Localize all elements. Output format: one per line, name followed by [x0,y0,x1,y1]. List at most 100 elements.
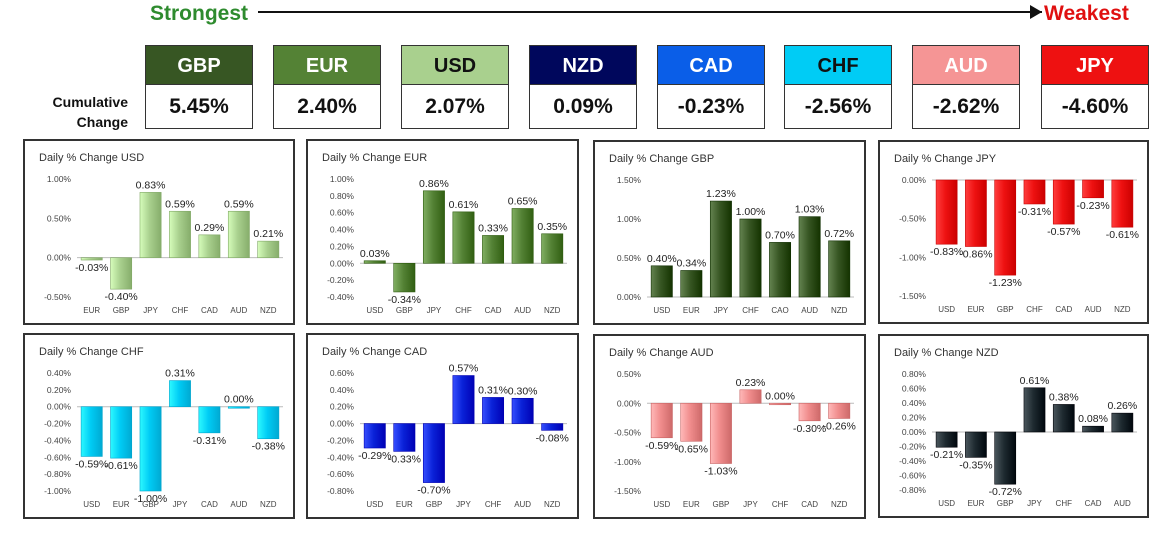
data-label: 1.23% [706,188,736,200]
bar-usd [80,406,103,457]
y-tick-label: 0.00% [330,258,355,268]
x-tick-label: CAD [201,500,218,509]
currency-code: EUR [273,45,381,85]
data-label: 0.57% [449,363,479,375]
chart-title: Daily % Change CAD [322,346,427,358]
x-tick-label: AUD [514,500,531,509]
data-label: -0.70% [417,485,450,497]
bar-eur [680,402,703,442]
x-tick-label: USD [366,306,383,315]
data-label: -0.26% [823,420,856,432]
bar-gbp [709,402,732,464]
x-tick-label: CHF [172,306,189,315]
y-tick-label: 0.20% [330,402,355,412]
currency-code: GBP [145,45,253,85]
chart-title: Daily % Change GBP [609,153,714,165]
y-tick-label: 0.00% [47,402,72,412]
data-label: -0.65% [675,443,708,455]
y-tick-label: -0.20% [327,275,354,285]
y-tick-label: -0.80% [327,486,354,496]
y-tick-label: -0.60% [899,471,926,481]
y-tick-label: 0.00% [902,427,927,437]
bar-nzd [541,423,564,431]
data-label: -0.86% [959,249,992,261]
bar-eur [965,179,987,247]
x-tick-label: USD [653,306,670,315]
bar-eur [110,406,133,459]
y-tick-label: -1.00% [899,252,926,262]
x-tick-label: CAO [771,306,788,315]
data-label: -0.59% [75,458,108,470]
data-label: -0.21% [930,449,963,461]
x-tick-label: JPY [427,306,442,315]
y-tick-label: 0.20% [902,413,927,423]
chart-panel-usd: Daily % Change USD 1.00% 0.50% 0.00% -0.50% -… [23,139,295,325]
x-tick-label: JPY [456,500,471,509]
data-label: 0.61% [449,199,479,211]
bar-aud [511,208,534,264]
bar-cad [1082,425,1104,433]
x-tick-label: NZD [1114,305,1131,314]
x-tick-label: CHF [455,306,472,315]
y-tick-label: -1.00% [44,486,71,496]
x-tick-label: JPY [1027,499,1042,508]
y-tick-label: 0.80% [330,191,355,201]
chart-panel-jpy: Daily % Change JPY 0.00% -0.50% -1.00% -1.50… [878,140,1149,324]
currency-column-aud: AUD -2.62% [912,45,1020,129]
cumulative-change-value: -2.62% [912,85,1020,129]
data-label: -0.61% [1106,229,1139,241]
x-tick-label: EUR [683,306,700,315]
data-label: -0.59% [645,440,678,452]
cumulative-change-value: -2.56% [784,85,892,129]
bar-gbp [393,262,416,293]
bar-jpy [139,192,162,258]
y-tick-label: 0.00% [617,292,642,302]
data-label: 0.00% [224,394,254,406]
bar-chf [1023,179,1046,205]
bar-nzd [828,402,851,419]
bar-nzd [257,240,280,258]
y-tick-label: -0.60% [327,469,354,479]
bar-gbp [994,179,1017,276]
x-tick-label: EUR [396,500,413,509]
y-tick-label: 0.50% [617,369,642,379]
bar-chf [482,397,505,424]
chart-panel-eur: Daily % Change EUR 1.00% 0.80% 0.60% 0.40% 0.… [306,139,579,325]
data-label: 0.33% [478,222,508,234]
x-tick-label: GBP [425,500,442,509]
x-tick-label: USD [938,499,955,508]
data-label: 0.26% [1107,400,1137,412]
y-tick-label: -0.20% [327,435,354,445]
bar-nzd [1111,179,1134,228]
data-label: 0.72% [824,228,854,240]
chart-panel-cad: Daily % Change CAD 0.60% 0.40% 0.20% 0.00% -0… [306,333,579,519]
x-tick-label: GBP [997,499,1014,508]
y-tick-label: -1.00% [614,457,641,467]
x-tick-label: CAD [801,500,818,509]
chart-panel-chf: Daily % Change CHF 0.40% 0.20% 0.00% -0.20% -… [23,333,295,519]
bar-nzd [257,406,280,440]
data-label: -0.83% [930,246,963,258]
bar-cad [1052,179,1075,225]
data-label: -0.30% [793,423,826,435]
data-label: 0.40% [647,253,677,265]
chart-jpy: Daily % Change JPY 0.00% -0.50% -1.00% -1.50… [894,153,1139,314]
y-tick-label: 1.00% [330,174,355,184]
data-label: 0.83% [136,179,166,191]
y-tick-label: 0.40% [330,225,355,235]
cumulative-change-label: Cumulative Change [36,92,128,132]
data-label: 1.00% [736,206,766,218]
bar-jpy [452,375,475,424]
x-tick-label: JPY [743,500,758,509]
x-tick-label: AUD [1114,499,1131,508]
y-tick-label: -0.80% [44,469,71,479]
bar-jpy [422,190,445,264]
data-label: 0.30% [508,385,538,397]
y-tick-label: 1.00% [617,214,642,224]
y-tick-label: -0.80% [899,485,926,495]
x-tick-label: CHF [742,306,759,315]
x-tick-label: NZD [260,500,277,509]
x-tick-label: EUR [83,306,100,315]
cumulative-change-value: 5.45% [145,85,253,129]
chart-title: Daily % Change CHF [39,346,144,358]
